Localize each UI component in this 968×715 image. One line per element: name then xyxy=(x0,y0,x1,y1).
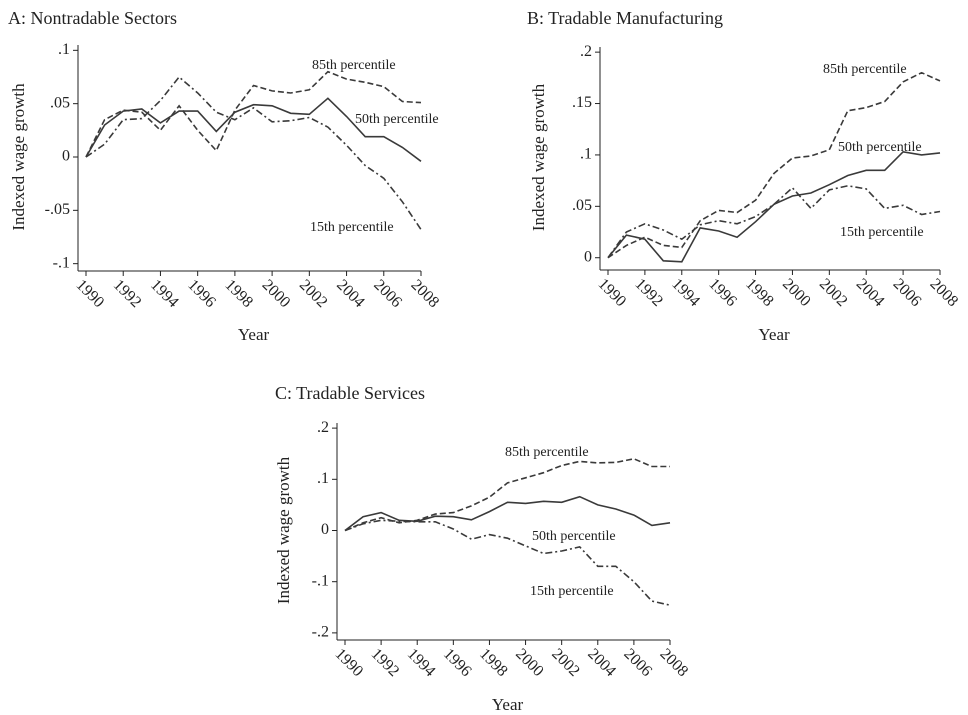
y-axis-label: Indexed wage growth xyxy=(274,456,293,604)
x-tick-label: 1990 xyxy=(73,276,108,311)
x-tick-label: 1994 xyxy=(668,275,703,310)
series-label: 85th percentile xyxy=(312,58,396,73)
series-line xyxy=(344,457,670,532)
x-tick-label: 2006 xyxy=(620,645,655,680)
y-tick-label: 0 xyxy=(62,148,70,165)
x-tick-label: 2000 xyxy=(259,276,294,311)
x-tick-label: 2004 xyxy=(584,645,619,680)
y-tick-label: -.2 xyxy=(312,624,329,641)
x-tick-label: 1994 xyxy=(404,645,439,680)
x-tick-label: 2004 xyxy=(853,275,888,310)
y-tick-label: .15 xyxy=(572,94,592,111)
series-line xyxy=(344,519,671,606)
series-label: 85th percentile xyxy=(823,62,907,77)
x-tick-label: 1990 xyxy=(595,275,630,310)
series-label: 50th percentile xyxy=(532,529,616,544)
x-tick-label: 1996 xyxy=(440,645,475,680)
x-tick-label: 1990 xyxy=(332,645,367,680)
x-tick-label: 1996 xyxy=(184,276,219,311)
series-line xyxy=(607,150,941,263)
panel-title: C: Tradable Services xyxy=(275,383,425,403)
series-label: 15th percentile xyxy=(530,584,614,599)
x-tick-label: 2006 xyxy=(890,275,925,310)
y-tick-label: .1 xyxy=(58,41,70,58)
series-line xyxy=(85,70,422,158)
panel-title: A: Nontradable Sectors xyxy=(8,8,177,28)
x-tick-label: 2008 xyxy=(657,645,692,680)
y-tick-label: 0 xyxy=(584,248,592,265)
x-tick-label: 1998 xyxy=(221,276,256,311)
y-tick-label: .2 xyxy=(317,419,329,436)
x-tick-label: 1994 xyxy=(147,276,182,311)
x-tick-label: 1998 xyxy=(476,645,511,680)
x-tick-label: 2000 xyxy=(512,645,547,680)
series-line xyxy=(85,75,422,230)
x-tick-label: 2002 xyxy=(816,275,851,310)
y-tick-label: .2 xyxy=(580,43,592,60)
x-tick-label: 2008 xyxy=(927,275,962,310)
x-tick-label: 1996 xyxy=(705,275,740,310)
y-axis-label: Indexed wage growth xyxy=(529,83,548,231)
panel-title: B: Tradable Manufacturing xyxy=(527,8,723,28)
y-tick-label: -.05 xyxy=(45,201,70,218)
x-tick-label: 1992 xyxy=(110,276,145,311)
series-label: 85th percentile xyxy=(505,445,589,460)
x-axis-label: Year xyxy=(492,695,524,714)
y-tick-label: .1 xyxy=(580,146,592,163)
y-tick-label: .05 xyxy=(572,197,592,214)
x-tick-label: 1992 xyxy=(631,275,666,310)
y-tick-label: -.1 xyxy=(53,254,70,271)
x-tick-label: 2000 xyxy=(779,275,814,310)
series-label: 50th percentile xyxy=(838,140,922,155)
series-label: 50th percentile xyxy=(355,112,439,127)
x-tick-label: 2002 xyxy=(296,276,331,311)
x-tick-label: 2002 xyxy=(548,645,583,680)
y-axis-label: Indexed wage growth xyxy=(9,83,28,231)
x-tick-label: 2004 xyxy=(333,276,368,311)
x-axis-label: Year xyxy=(758,325,790,344)
x-tick-label: 1998 xyxy=(742,275,777,310)
x-axis-label: Year xyxy=(238,325,270,344)
series-line xyxy=(607,71,941,259)
y-tick-label: -.1 xyxy=(312,572,329,589)
y-tick-label: .1 xyxy=(317,470,329,487)
y-tick-label: .05 xyxy=(50,94,70,111)
series-line xyxy=(344,495,671,532)
series-label: 15th percentile xyxy=(840,225,924,240)
series-label: 15th percentile xyxy=(310,220,394,235)
y-tick-label: 0 xyxy=(321,521,329,538)
x-tick-label: 2008 xyxy=(408,276,443,311)
x-tick-label: 2006 xyxy=(370,276,405,311)
series-line xyxy=(607,184,941,259)
series-line xyxy=(85,97,422,162)
x-tick-label: 1992 xyxy=(368,645,403,680)
